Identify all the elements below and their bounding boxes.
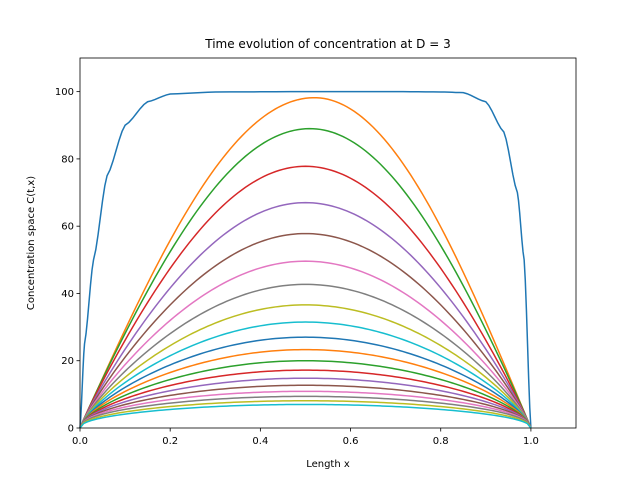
plot-frame (79, 57, 577, 429)
series-line-11 (79, 336, 532, 429)
chart-title: Time evolution of concentration at D = 3 (204, 37, 450, 51)
series-line-13 (79, 359, 532, 429)
series-line-9 (79, 304, 532, 429)
y-axis-ticks: 0 20 40 60 80 100 (55, 87, 80, 435)
series-line-15 (79, 377, 532, 429)
y-tick-label: 60 (61, 222, 74, 233)
y-tick-label: 0 (68, 424, 74, 435)
x-axis-ticks: 0.0 0.2 0.4 0.6 0.8 1.0 (72, 428, 539, 447)
series-line-2 (79, 96, 532, 429)
series-line-5 (79, 201, 532, 429)
series-line-8 (79, 283, 532, 429)
series-line-6 (79, 232, 532, 429)
x-tick-label: 1.0 (523, 436, 539, 447)
series-line-19 (79, 399, 532, 429)
series-line-14 (79, 369, 532, 429)
x-axis-label: Length x (306, 459, 350, 470)
y-tick-label: 80 (61, 154, 74, 165)
series-line-18 (79, 395, 532, 429)
series-line-20 (79, 403, 532, 429)
x-tick-label: 0.8 (433, 436, 449, 447)
x-tick-label: 0.4 (252, 436, 268, 447)
y-tick-label: 40 (61, 289, 74, 300)
series-line-10 (79, 321, 532, 429)
series-line-12 (79, 348, 532, 429)
y-axis-label: Concentration space C(t,x) (26, 176, 37, 310)
series-line-3 (79, 127, 532, 429)
series-line-7 (79, 260, 532, 429)
x-tick-label: 0.2 (162, 436, 178, 447)
series-line-17 (79, 390, 532, 429)
series-line-4 (79, 165, 532, 429)
series-line-1 (79, 90, 532, 429)
x-tick-label: 0.0 (72, 436, 88, 447)
y-tick-label: 100 (55, 87, 74, 98)
y-tick-label: 20 (61, 356, 74, 367)
series-line-16 (79, 384, 532, 429)
x-tick-label: 0.6 (343, 436, 359, 447)
series-lines (79, 90, 532, 429)
